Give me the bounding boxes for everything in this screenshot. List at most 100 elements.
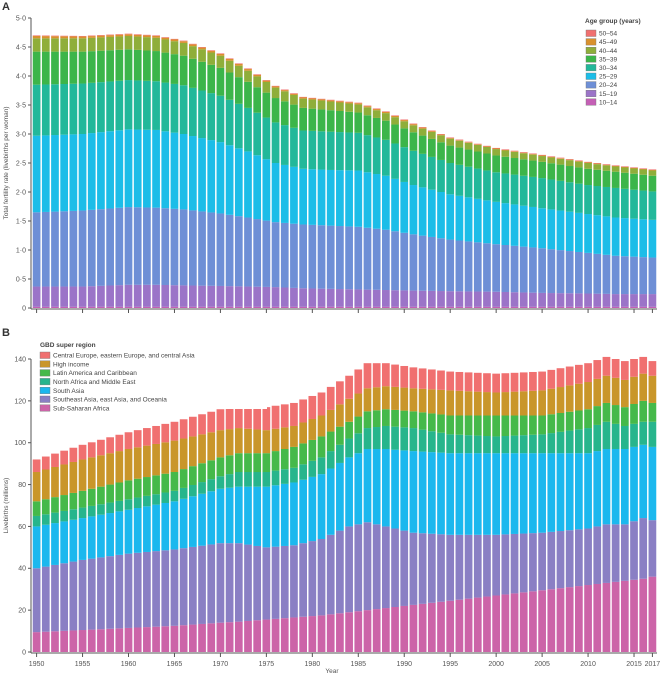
- panel-a-bar-1979-35-39: [299, 107, 307, 131]
- panel-a-bar-1972-15-19: [234, 286, 243, 307]
- panel-a-bar-1981-50-54: [317, 98, 326, 100]
- panel-a-bar-1986-40-44: [363, 107, 372, 116]
- panel-b-bar-1998-north-africa-and-middle-east: [473, 435, 482, 454]
- panel-a-bar-1980-10-14: [308, 306, 317, 308]
- panel-b-bar-2008-high-income: [565, 385, 574, 412]
- panel-b-bar-2007-south-asia: [556, 453, 565, 532]
- panel-b-bar-1954-latin-america-and-caribbean: [69, 492, 78, 510]
- panel-a-bar-1988-15-19: [382, 290, 390, 307]
- panel-a-bar-1987-25-29: [372, 174, 381, 229]
- panel-a-bar-1975-30-34: [262, 117, 271, 160]
- panel-a-bar-1989-15-19: [391, 290, 399, 307]
- panel-a-bar-2008-45-49: [565, 159, 574, 161]
- panel-a-bar-1979-40-44: [299, 98, 307, 108]
- panel-a-bar-2013-40-44: [611, 166, 620, 172]
- panel-b-bar-1994-high-income: [437, 389, 445, 415]
- panel-a-bar-1970-35-39: [216, 67, 225, 96]
- panel-b-bar-1957-north-africa-and-middle-east: [97, 504, 105, 515]
- panel-a-bar-1976-40-44: [271, 87, 280, 99]
- panel-b-bar-1986-latin-america-and-caribbean: [363, 411, 372, 429]
- panel-a-legend-label-30-34: 30–34: [599, 65, 617, 72]
- panel-b-bar-2008-north-africa-and-middle-east: [565, 430, 574, 454]
- panel-b-bar-1988-south-asia: [382, 448, 390, 527]
- panel-a-y-tick-label: 0·5: [16, 276, 26, 283]
- panel-b-bar-1992-latin-america-and-caribbean: [418, 412, 427, 430]
- panel-a-bar-1978-40-44: [290, 94, 298, 105]
- panel-b-bar-1999-sub-saharan-africa: [483, 596, 491, 652]
- panel-b-bar-1978-central-europe-eastern-europe-and-central-asia: [290, 402, 298, 426]
- panel-b-bar-1969-sub-saharan-africa: [207, 623, 216, 652]
- panel-a-bar-1950-20-24: [32, 212, 41, 287]
- panel-a-bar-2015-15-19: [630, 294, 638, 307]
- panel-a-bar-1971-30-34: [225, 99, 234, 146]
- panel-a-bar-1952-30-34: [51, 84, 59, 136]
- panel-a-bar-1994-15-19: [437, 291, 445, 307]
- panel-a-bar-1998-20-24: [473, 242, 482, 292]
- panel-a-bar-1957-30-34: [97, 82, 105, 133]
- panel-b-bar-1961-sub-saharan-africa: [133, 627, 142, 652]
- panel-a-bar-1975-10-14: [262, 306, 271, 308]
- panel-a-bar-1959-30-34: [115, 80, 124, 131]
- panel-b-bar-2003-sub-saharan-africa: [519, 592, 528, 652]
- panel-a-bar-2010-35-39: [584, 168, 592, 186]
- panel-b-bar-2012-north-africa-and-middle-east: [602, 421, 611, 449]
- panel-a-bar-2012-35-39: [602, 170, 611, 187]
- panel-b-bar-2015-north-africa-and-middle-east: [630, 423, 638, 447]
- panel-b-bar-2009-north-africa-and-middle-east: [575, 429, 583, 454]
- panel-b-bar-1982-high-income: [326, 409, 335, 432]
- panel-a-bar-2002-45-49: [510, 151, 519, 152]
- panel-a-bar-2001-50-54: [501, 149, 510, 150]
- panel-a-bar-1953-40-44: [60, 38, 69, 52]
- panel-a-bar-1950-50-54: [32, 35, 41, 36]
- panel-a-bar-2000-30-34: [492, 172, 501, 202]
- panel-a-y-tick-label: 4·0: [16, 73, 26, 80]
- panel-a-bar-1987-30-34: [372, 137, 381, 175]
- panel-b-legend-swatch-central-europe-eastern-europe-and-central-asia: [39, 351, 51, 359]
- panel-b-bar-1983-southeast-asia-east-asia-and-oceania: [336, 530, 344, 614]
- panel-a-bar-1958-30-34: [106, 81, 114, 132]
- panel-a-bar-1992-25-29: [418, 187, 427, 236]
- panel-b-bar-1993-southeast-asia-east-asia-and-oceania: [427, 533, 436, 603]
- panel-b-bar-1996-southeast-asia-east-asia-and-oceania: [455, 534, 464, 600]
- panel-a-bar-1978-20-24: [290, 223, 298, 288]
- panel-b-bar-1976-central-europe-eastern-europe-and-central-asia: [271, 405, 280, 429]
- panel-b-bar-1976-high-income: [271, 428, 280, 452]
- panel-b-bar-1985-high-income: [354, 393, 363, 417]
- panel-a-bar-1965-40-44: [170, 41, 179, 55]
- panel-a-bar-1970-40-44: [216, 55, 225, 68]
- panel-a-bar-1969-30-34: [207, 93, 216, 141]
- panel-a-bar-1962-25-29: [143, 129, 151, 208]
- panel-b-bar-1967-sub-saharan-africa: [188, 624, 197, 652]
- panel-a-bar-1963-10-14: [152, 306, 160, 308]
- panel-a-bar-1957-40-44: [97, 37, 105, 51]
- panel-b-bar-1952-central-europe-eastern-europe-and-central-asia: [51, 453, 59, 467]
- panel-a-bar-1978-15-19: [290, 287, 298, 307]
- panel-a-bar-1992-20-24: [418, 235, 427, 291]
- panel-a-bar-2004-10-14: [529, 306, 537, 308]
- panel-b-bar-1980-latin-america-and-caribbean: [308, 439, 317, 461]
- panel-a-bar-1977-35-39: [280, 101, 289, 126]
- panel-b-bar-1991-central-europe-eastern-europe-and-central-asia: [409, 367, 418, 389]
- panel-a-bar-1967-35-39: [188, 58, 197, 88]
- panel-b-bar-1992-high-income: [418, 388, 427, 413]
- panel-b-bar-1995-latin-america-and-caribbean: [446, 415, 455, 435]
- panel-a-bar-2016-35-39: [639, 174, 648, 191]
- panel-a-bar-1997-40-44: [464, 142, 473, 150]
- panel-b-bar-1977-latin-america-and-caribbean: [280, 448, 289, 470]
- panel-b-legend-swatch-south-asia: [39, 387, 51, 394]
- panel-a-bar-1999-30-34: [483, 170, 491, 201]
- panel-a-bar-2012-20-24: [602, 254, 611, 294]
- panel-b-bar-1992-north-africa-and-middle-east: [418, 429, 427, 452]
- panel-b-bar-2009-high-income: [575, 383, 583, 411]
- panel-a-bar-1989-35-39: [391, 124, 399, 144]
- panel-b-bar-1998-south-asia: [473, 453, 482, 535]
- panel-b-y-tick-label: 40: [18, 566, 26, 573]
- panel-a-bar-1962-10-14: [143, 306, 151, 308]
- panel-a-bar-1990-25-29: [400, 181, 409, 233]
- panel-b-bar-1963-high-income: [152, 443, 160, 476]
- panel-b-bar-1992-southeast-asia-east-asia-and-oceania: [418, 533, 427, 604]
- panel-a-bar-2015-10-14: [630, 306, 638, 308]
- panel-b-bar-1989-south-asia: [391, 449, 399, 529]
- panel-b-bar-1979-latin-america-and-caribbean: [299, 443, 307, 465]
- panel-a-bar-1966-40-44: [179, 42, 188, 56]
